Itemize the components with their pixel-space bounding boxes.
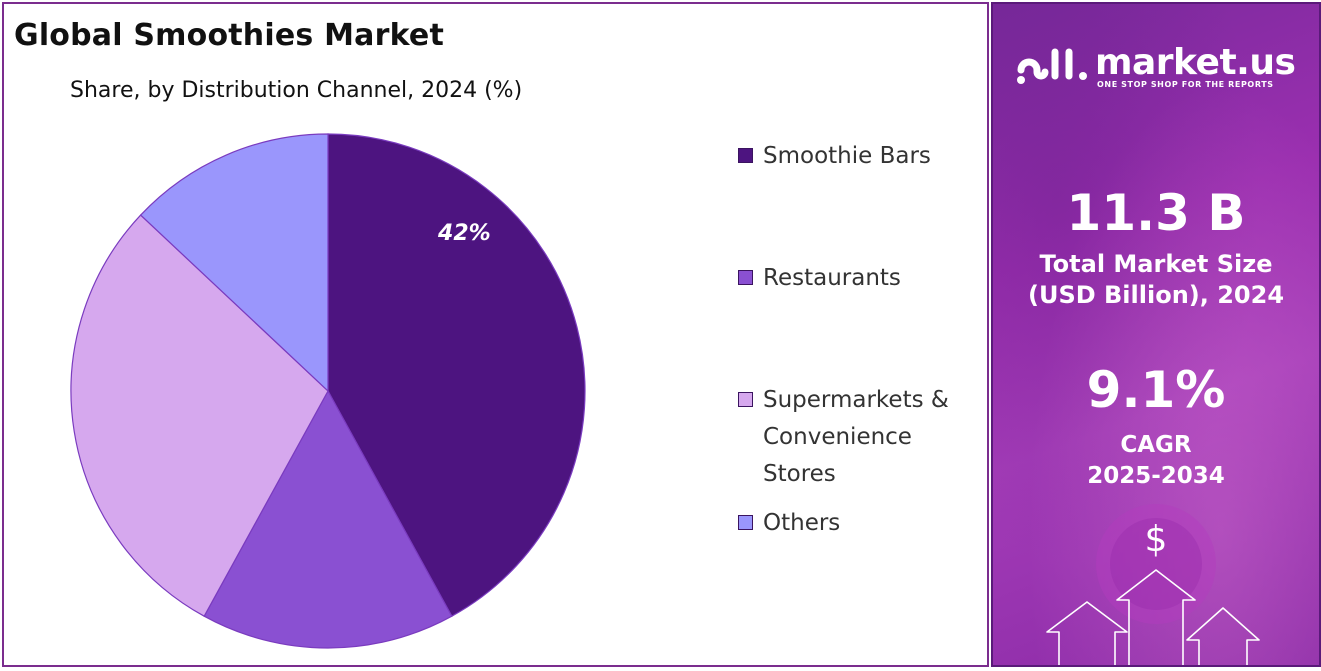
chart-subtitle: Share, by Distribution Channel, 2024 (%) — [70, 78, 523, 103]
legend-item: Others — [738, 508, 978, 542]
logo-text: market.us — [1095, 42, 1296, 83]
legend-label-line: Restaurants — [763, 265, 901, 291]
legend-item: Supermarkets & Convenience Stores — [738, 385, 978, 493]
market-size-value: 11.3 B — [1066, 184, 1246, 242]
legend-item: Restaurants — [738, 263, 978, 297]
legend-label: Smoothie Bars — [763, 138, 978, 175]
legend-swatch — [738, 392, 753, 407]
legend-swatch — [738, 515, 753, 530]
pie-slice-others — [139, 133, 329, 393]
growth-arrows-icon — [1046, 504, 1260, 665]
market-size-label-line1: Total Market Size — [1039, 250, 1273, 278]
dollar-coin-icon: $ — [1144, 519, 1168, 560]
data-label: 42% — [437, 221, 491, 246]
market-size-label-line2: (USD Billion), 2024 — [1027, 281, 1285, 309]
logo-tagline: ONE STOP SHOP FOR THE REPORTS — [1097, 80, 1274, 89]
legend-label: Restaurants — [763, 260, 978, 297]
legend-swatch — [738, 148, 753, 163]
sidebar-background-overlay — [993, 4, 1319, 665]
legend-label-line: Convenience — [763, 424, 912, 450]
legend-swatch — [738, 270, 753, 285]
market-us-logo-icon — [1017, 48, 1087, 84]
legend-label-line: Supermarkets & — [763, 387, 949, 413]
pie-slice-supermarkets-convenience-stores — [70, 214, 329, 618]
legend-label-line: Others — [763, 510, 841, 536]
chart-panel: Global Smoothies Market Share, by Distri… — [2, 2, 989, 667]
legend-item: Smoothie Bars — [738, 141, 978, 175]
legend-label-line: Smoothie Bars — [763, 143, 931, 169]
pie-slice-restaurants — [203, 389, 453, 649]
market-us-logo: market.us ONE STOP SHOP FOR THE REPORTS — [1013, 42, 1303, 92]
chart-title: Global Smoothies Market — [14, 18, 445, 53]
cagr-value: 9.1% — [1086, 361, 1226, 419]
pie-chart: 42% — [70, 133, 586, 649]
legend-label: Supermarkets & Convenience Stores — [763, 382, 978, 493]
cagr-label: CAGR — [1120, 432, 1192, 458]
legend-label: Others — [763, 505, 978, 542]
cagr-period: 2025-2034 — [1087, 463, 1225, 489]
legend-label-line: Stores — [763, 461, 836, 487]
pie-slice-smoothie-bars — [327, 133, 586, 618]
summary-sidebar: market.us ONE STOP SHOP FOR THE REPORTS … — [991, 2, 1321, 667]
